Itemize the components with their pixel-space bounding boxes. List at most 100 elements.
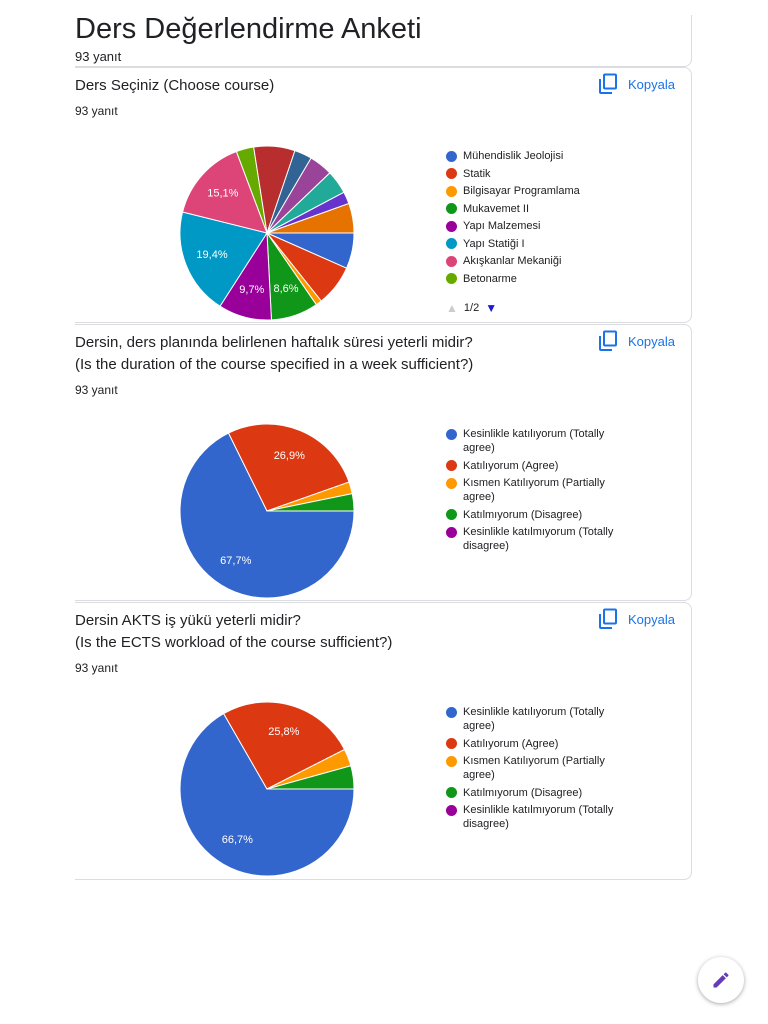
legend-swatch: [446, 755, 457, 767]
pie: 8,6% 9,7% 19,4% 15,1%: [179, 145, 355, 321]
pie-slice: [266, 493, 355, 512]
legend-label: Katılıyorum (Agree): [463, 459, 559, 472]
copy-button[interactable]: Kopyala: [598, 73, 675, 95]
legend-item: Bilgisayar Programlama: [446, 184, 626, 198]
legend-label: Kısmen Katılıyorum (Partially agree): [463, 477, 605, 503]
legend-swatch: [446, 706, 457, 718]
legend-item: Kesinlikle katılmıyorum (Totally disagre…: [446, 525, 626, 553]
legend-swatch: [446, 509, 457, 520]
legend-pager: ▲ 1/2 ▼: [446, 301, 497, 315]
legend-item: Yapı Statiği I: [446, 237, 626, 251]
legend-swatch: [446, 220, 457, 232]
question-title: Ders Seçiniz (Choose course): [75, 77, 275, 94]
legend-item: Kesinlikle katılıyorum (Totally agree): [446, 427, 626, 455]
question-subtitle: (Is the ECTS workload of the course suff…: [75, 634, 393, 651]
legend-swatch: [446, 185, 457, 197]
legend-swatch: [446, 460, 457, 471]
slice-label: 8,6%: [273, 283, 298, 295]
question-card: Dersin, ders planında belirlenen haftalı…: [75, 324, 692, 601]
legend-label: Katılmıyorum (Disagree): [463, 508, 583, 521]
legend-label: Mukavemet II: [463, 202, 530, 215]
legend-swatch: [446, 255, 457, 267]
pie-slice: [266, 765, 355, 790]
legend-label: Kesinlikle katılmıyorum (Totally disagre…: [463, 804, 614, 830]
header-card: Ders Değerlendirme Anketi 93 yanıt: [75, 13, 692, 67]
form-title: Ders Değerlendirme Anketi: [75, 13, 422, 45]
slice-label: 25,8%: [268, 726, 299, 738]
legend-item: Katılıyorum (Agree): [446, 737, 626, 751]
pie-slice: [179, 432, 355, 599]
legend-label: Katılıyorum (Agree): [463, 737, 559, 750]
legend-item: Mühendislik Jeolojisi: [446, 149, 626, 163]
legend-swatch: [446, 477, 457, 489]
legend-label: Kesinlikle katılıyorum (Totally agree): [463, 428, 605, 454]
copy-label: Kopyala: [628, 76, 675, 92]
edit-icon: [713, 972, 729, 988]
edit-button[interactable]: [698, 957, 744, 1003]
legend-swatch: [446, 273, 457, 284]
pager-text: 1/2: [463, 302, 480, 314]
question-card: Dersin AKTS iş yükü yeterli midir? (Is th…: [75, 602, 692, 880]
legend-item: Katılmıyorum (Disagree): [446, 508, 626, 522]
slice-label: 19,4%: [196, 249, 227, 261]
question-card: Ders Seçiniz (Choose course) 93 yanıt Kopy…: [75, 67, 692, 323]
pie: 67,7% 26,9%: [179, 423, 355, 599]
question-title: Dersin, ders planında belirlenen haftalı…: [75, 334, 473, 351]
legend-item: Mukavemet II: [446, 202, 626, 216]
legend-item: Yapı Malzemesi: [446, 219, 626, 233]
legend-item: Statik: [446, 167, 626, 181]
question-subtitle: (Is the duration of the course specified…: [75, 356, 474, 373]
slice-label: 15,1%: [207, 188, 238, 200]
response-count: 93 yanıt: [75, 661, 118, 675]
legend-swatch: [446, 203, 457, 214]
legend-item: Katılıyorum (Agree): [446, 459, 626, 473]
legend-swatch: [446, 804, 457, 816]
legend-label: Kesinlikle katılıyorum (Totally agree): [463, 706, 605, 732]
slice-label: 26,9%: [274, 450, 305, 462]
pager-next[interactable]: ▼: [485, 301, 498, 315]
legend-label: Statik: [463, 167, 491, 180]
legend-item: Betonarme: [446, 272, 626, 286]
pie-slice: [222, 701, 346, 790]
legend-item: Kısmen Katılıyorum (Partially agree): [446, 476, 626, 504]
slice-label: 66,7%: [222, 834, 253, 846]
question-title: Dersin AKTS iş yükü yeterli midir?: [75, 612, 301, 629]
legend-swatch: [446, 168, 457, 179]
response-count: 93 yanıt: [75, 49, 122, 64]
legend-item: Kesinlikle katılmıyorum (Totally disagre…: [446, 803, 626, 831]
legend-item: Kesinlikle katılıyorum (Totally agree): [446, 705, 626, 733]
slice-label: 9,7%: [239, 284, 264, 296]
copy-button[interactable]: Kopyala: [598, 608, 675, 630]
legend-label: Yapı Statiği I: [463, 237, 525, 250]
legend-swatch: [446, 150, 457, 162]
copy-label: Kopyala: [628, 333, 675, 349]
response-count: 93 yanıt: [75, 383, 118, 397]
legend-label: Bilgisayar Programlama: [463, 185, 580, 197]
pager-prev: ▲: [446, 301, 458, 315]
legend: Kesinlikle katılıyorum (Totally agree) Ka…: [446, 427, 626, 557]
legend-label: Katılmıyorum (Disagree): [463, 786, 583, 799]
pie-slice: [181, 150, 268, 234]
legend-label: Kısmen Katılıyorum (Partially agree): [463, 755, 605, 781]
legend-item: Kısmen Katılıyorum (Partially agree): [446, 754, 626, 782]
legend-label: Yapı Malzemesi: [463, 220, 541, 232]
legend-label: Mühendislik Jeolojisi: [463, 150, 564, 162]
legend-swatch: [446, 526, 457, 538]
response-count: 93 yanıt: [75, 104, 118, 118]
pie-slice: [179, 211, 268, 307]
legend: Kesinlikle katılıyorum (Totally agree) Ka…: [446, 705, 626, 835]
copy-label: Kopyala: [628, 611, 675, 627]
legend-item: Akışkanlar Mekaniği: [446, 254, 626, 268]
pie-slice: [179, 712, 355, 877]
legend-item: Katılmıyorum (Disagree): [446, 786, 626, 800]
copy-button[interactable]: Kopyala: [598, 330, 675, 352]
legend-label: Betonarme: [463, 272, 517, 285]
legend-swatch: [446, 787, 457, 798]
legend: Mühendislik Jeolojisi Statik Bilgisayar Pr…: [446, 149, 626, 289]
slice-label: 67,7%: [220, 555, 251, 567]
legend-swatch: [446, 238, 457, 249]
legend-swatch: [446, 738, 457, 749]
legend-label: Kesinlikle katılmıyorum (Totally disagre…: [463, 526, 614, 552]
pie-slice: [266, 202, 355, 234]
